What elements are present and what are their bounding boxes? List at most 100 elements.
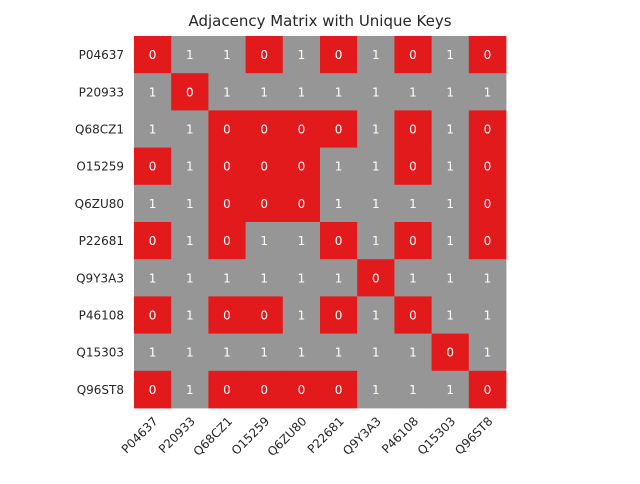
- column-tick-labels: P04637P20933Q68CZ1O15259Q6ZU80P22681Q9Y3…: [119, 414, 496, 459]
- cell-value-label: 0: [223, 123, 231, 137]
- cell-value-label: 1: [409, 383, 417, 397]
- heatmap-cell: [208, 370, 246, 409]
- cell-value-label: 1: [372, 383, 380, 397]
- cell-value-label: 0: [223, 197, 231, 211]
- heatmap-cell: [282, 222, 321, 260]
- heatmap-cell: [208, 36, 246, 74]
- heatmap-cell: [468, 184, 507, 223]
- heatmap-cell: [431, 296, 470, 334]
- cell-value-label: 1: [186, 271, 194, 285]
- heatmap-cell: [394, 73, 432, 111]
- heatmap-cell: [468, 222, 507, 260]
- heatmap-cell: [320, 296, 358, 334]
- heatmap-cell: [208, 147, 246, 186]
- cell-value-label: 1: [446, 197, 454, 211]
- row-tick-label: P22681: [79, 234, 124, 248]
- cell-value-label: 0: [298, 123, 306, 137]
- heatmap-cell: [208, 184, 246, 223]
- cell-value-label: 1: [149, 271, 157, 285]
- cell-value-label: 0: [260, 123, 268, 137]
- heatmap-cell: [134, 110, 172, 148]
- cell-value-label: 1: [335, 160, 343, 174]
- cell-value-label: 1: [372, 197, 380, 211]
- cell-value-label: 1: [260, 346, 268, 360]
- heatmap-cell: [357, 296, 395, 334]
- row-tick-label: P20933: [79, 85, 124, 99]
- cell-value-label: 0: [484, 48, 492, 62]
- heatmap-cell: [245, 222, 284, 260]
- cell-value-label: 0: [223, 309, 231, 323]
- row-tick-label: Q6ZU80: [75, 197, 124, 211]
- heatmap-cell: [468, 147, 507, 186]
- column-tick-label: Q68CZ1: [191, 414, 236, 459]
- cell-value-label: 1: [372, 346, 380, 360]
- heatmap-cell: [245, 259, 284, 297]
- cell-value-label: 1: [149, 346, 157, 360]
- heatmap-cell: [431, 222, 470, 260]
- cell-value-label: 0: [409, 48, 417, 62]
- heatmap-cell: [320, 370, 358, 409]
- heatmap-cell: [282, 184, 321, 223]
- cell-value-label: 1: [446, 85, 454, 99]
- cell-annotations: 0 1 1 0 1 0 1 0 1 0 1 0 1 1 1 1 1 1 1 1 1 1 0 0 0 0 1 0 1 0 0 1 0 0 0 1 1 0 1 0…: [149, 48, 491, 397]
- row-tick-label: Q9Y3A3: [76, 271, 124, 285]
- cell-value-label: 1: [446, 234, 454, 248]
- cell-value-label: 0: [372, 271, 380, 285]
- cell-value-label: 1: [446, 48, 454, 62]
- heatmap-cell: [357, 36, 395, 74]
- cell-value-label: 0: [223, 383, 231, 397]
- column-tick-label: Q15303: [415, 414, 459, 458]
- heatmap-cell: [134, 147, 172, 186]
- column-tick-label: P46108: [379, 414, 421, 456]
- cell-value-label: 1: [223, 85, 231, 99]
- heatmap-cell: [320, 333, 358, 372]
- heatmap-cell: [282, 259, 321, 297]
- heatmap-cell: [171, 184, 209, 223]
- heatmap-cell: [171, 110, 209, 148]
- cell-value-label: 0: [484, 383, 492, 397]
- cell-value-label: 0: [260, 48, 268, 62]
- heatmap-cell: [357, 73, 395, 111]
- cell-value-label: 1: [298, 85, 306, 99]
- heatmap-cell: [468, 333, 507, 372]
- column-tick-label: Q9Y3A3: [340, 414, 384, 458]
- cell-value-label: 1: [298, 48, 306, 62]
- cell-value-label: 1: [484, 346, 492, 360]
- heatmap-cell: [357, 110, 395, 148]
- cell-value-label: 0: [446, 346, 454, 360]
- heatmap-cell: [468, 36, 507, 74]
- heatmap-cell: [245, 370, 284, 409]
- heatmap-cell: [134, 259, 172, 297]
- heatmap-cell: [468, 73, 507, 111]
- cell-value-label: 0: [409, 309, 417, 323]
- heatmap-cell: [171, 296, 209, 334]
- heatmap-cell: [134, 222, 172, 260]
- cell-value-label: 0: [335, 383, 343, 397]
- heatmap-cell: [134, 296, 172, 334]
- heatmap-cell: [320, 259, 358, 297]
- heatmap-cell: [282, 333, 321, 372]
- cell-value-label: 1: [409, 197, 417, 211]
- cell-value-label: 0: [149, 309, 157, 323]
- cell-value-label: 1: [260, 85, 268, 99]
- cell-value-label: 1: [149, 123, 157, 137]
- cell-value-label: 1: [372, 160, 380, 174]
- heatmap-cell: [468, 110, 507, 148]
- cell-value-label: 1: [372, 234, 380, 248]
- cell-value-label: 1: [372, 123, 380, 137]
- cell-value-label: 0: [335, 234, 343, 248]
- cell-value-label: 0: [484, 123, 492, 137]
- heatmap-cell: [431, 73, 470, 111]
- heatmap-cell: [245, 36, 284, 74]
- cell-value-label: 1: [446, 383, 454, 397]
- heatmap-cell: [394, 259, 432, 297]
- heatmap-cell: [134, 184, 172, 223]
- cell-value-label: 0: [335, 123, 343, 137]
- heatmap-cell: [134, 333, 172, 372]
- cell-value-label: 0: [409, 123, 417, 137]
- heatmap-cell: [245, 184, 284, 223]
- heatmap-cell: [245, 333, 284, 372]
- cell-value-label: 1: [372, 48, 380, 62]
- heatmap-cell: [171, 36, 209, 74]
- cell-value-label: 1: [446, 271, 454, 285]
